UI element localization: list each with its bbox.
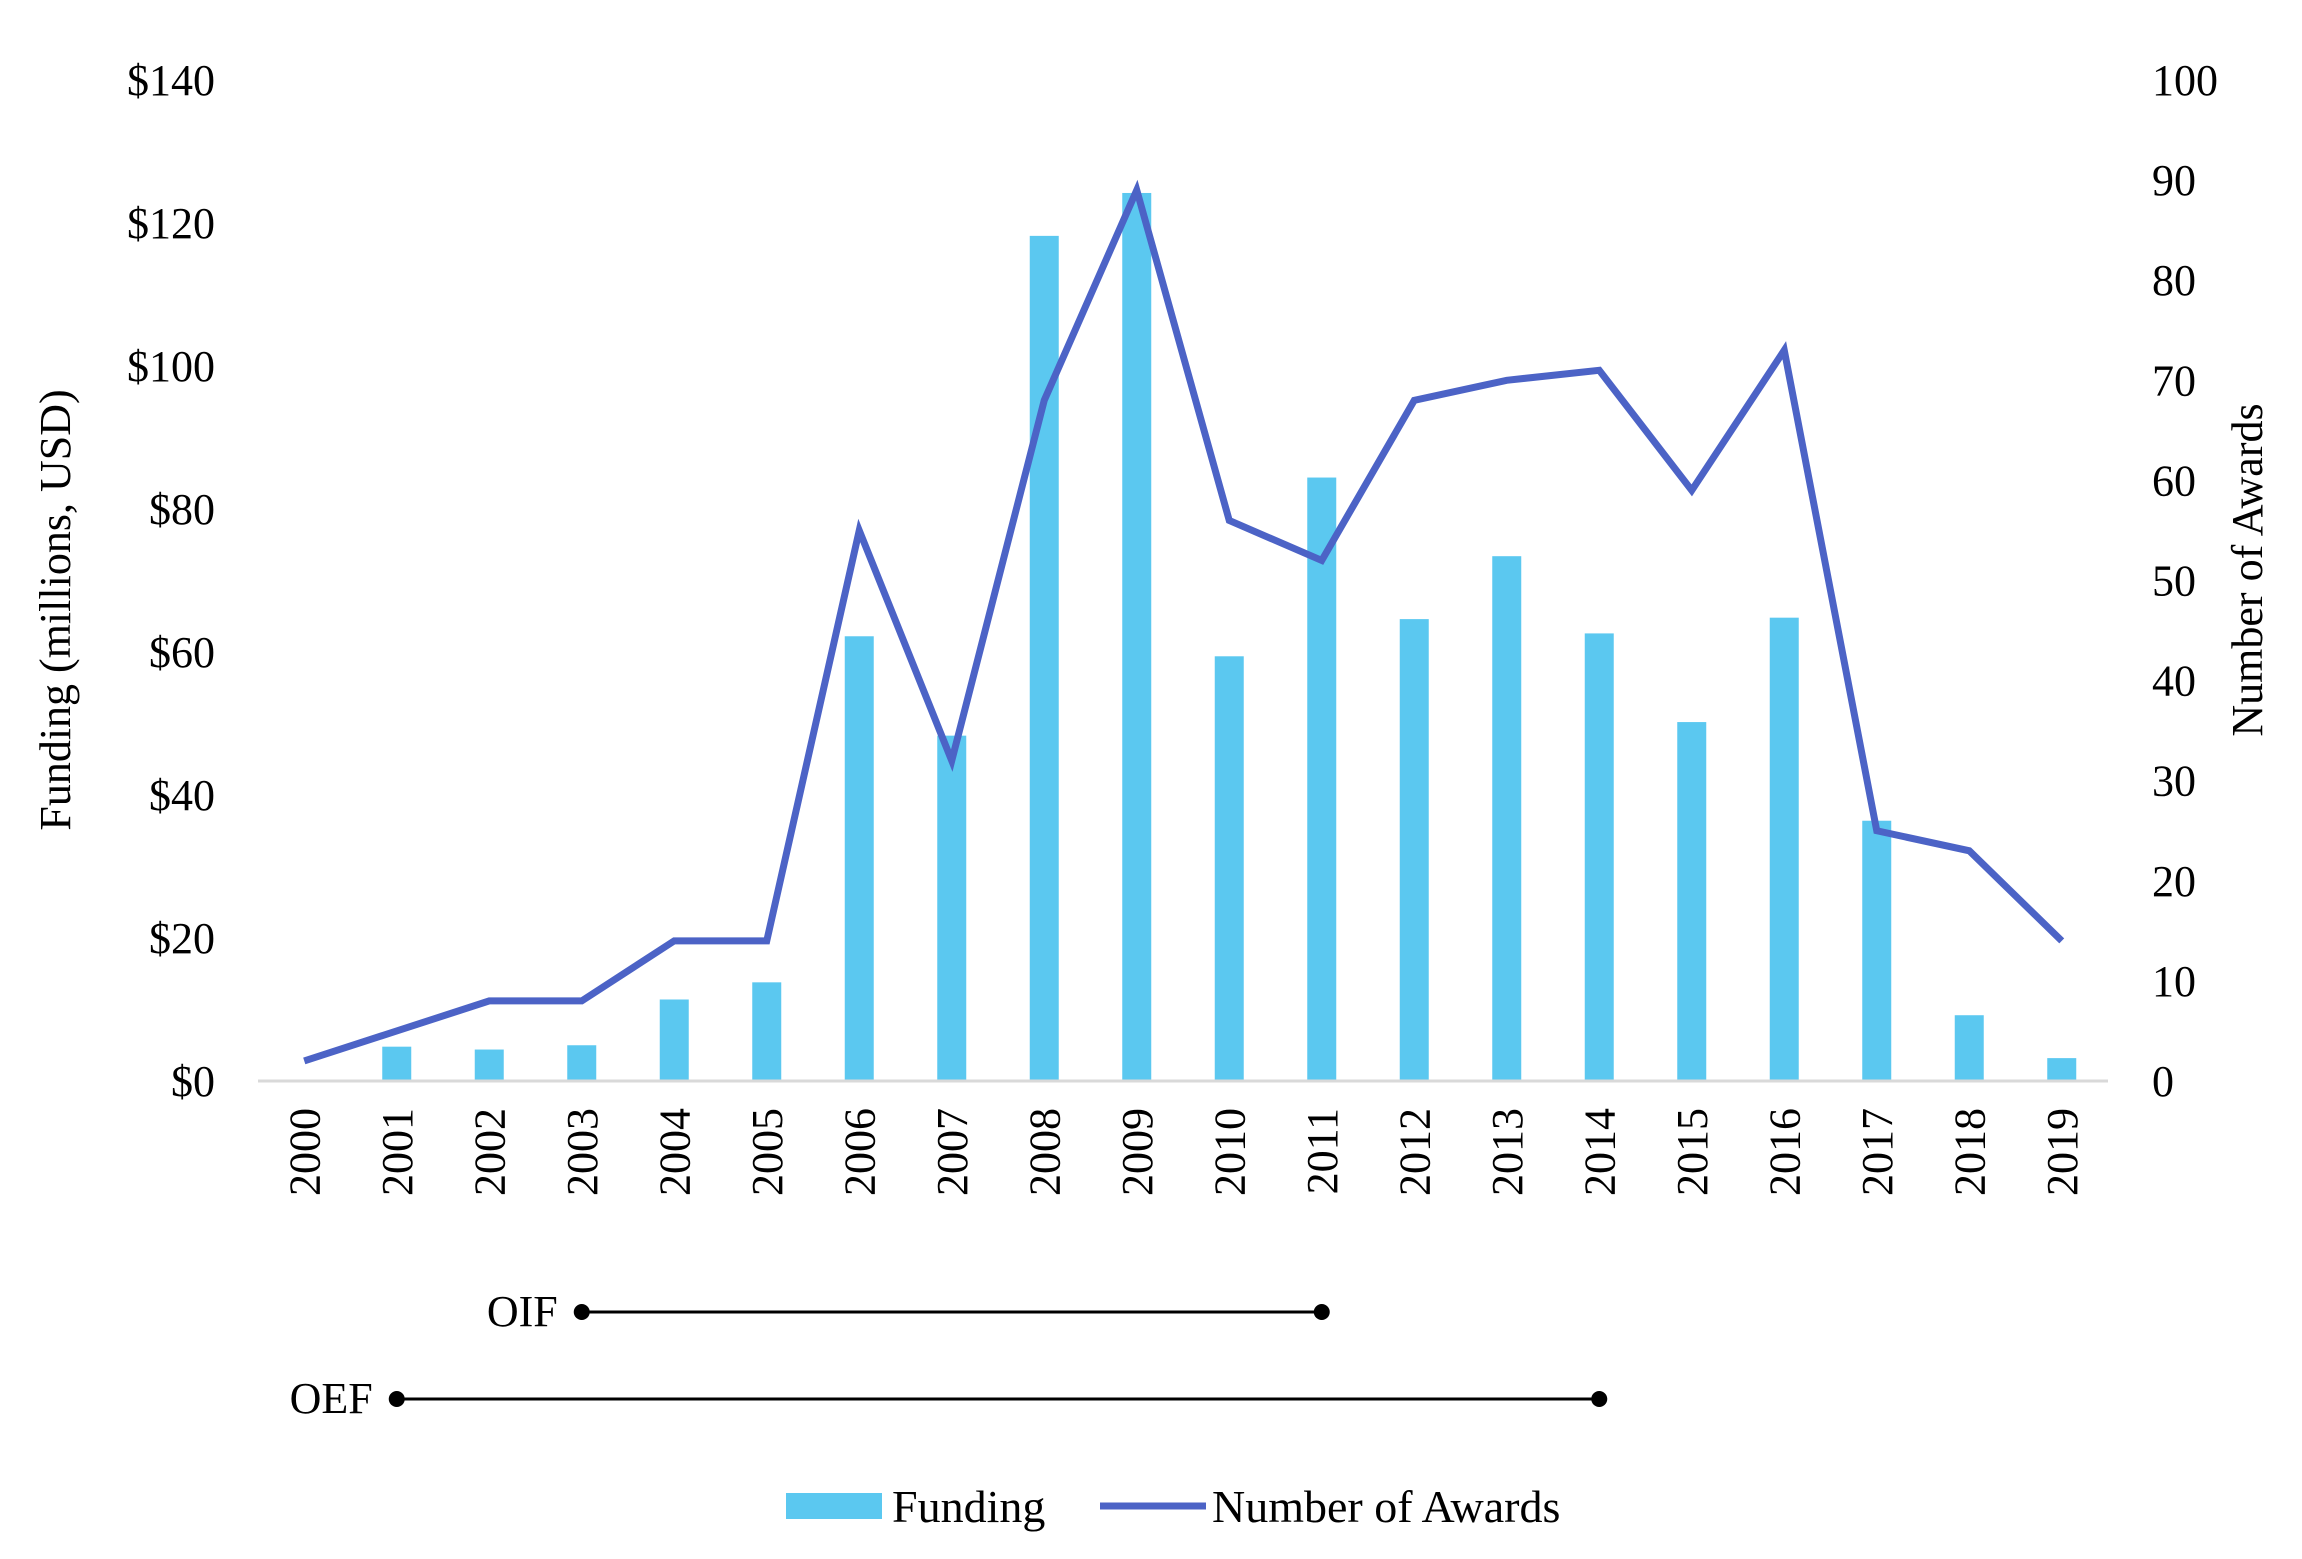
legend-funding-swatch — [786, 1493, 882, 1519]
left-tick-label: $60 — [149, 628, 215, 677]
x-tick-label: 2018 — [1945, 1108, 1994, 1196]
x-tick-label: 2017 — [1853, 1108, 1902, 1196]
awards-line-path — [303, 179, 2065, 1065]
x-axis-tick-labels: 2000 2001 2002 2003 2004 2005 2006 2007 2008 2009… — [280, 1108, 2087, 1196]
period-start-dot — [388, 1391, 405, 1407]
left-tick-label: $140 — [127, 56, 215, 105]
legend-funding-label: Funding — [892, 1481, 1045, 1532]
funding-bar — [1862, 820, 1892, 1081]
right-tick-label: 100 — [2152, 56, 2218, 105]
legend-awards-label: Number of Awards — [1212, 1481, 1560, 1532]
x-tick-label: 2014 — [1575, 1108, 1624, 1196]
x-tick-label: 2009 — [1113, 1108, 1162, 1196]
period-label: OEF — [290, 1374, 373, 1423]
period-end-dot — [1591, 1391, 1608, 1407]
funding-bar — [844, 636, 874, 1081]
left-axis-title: Funding (millions, USD) — [31, 389, 80, 830]
funding-bar — [1214, 656, 1244, 1081]
funding-bar — [1122, 192, 1152, 1082]
right-tick-label: 10 — [2152, 957, 2196, 1006]
left-tick-label: $20 — [149, 914, 215, 963]
funding-bar — [659, 999, 689, 1081]
x-tick-label: 2008 — [1020, 1108, 1069, 1196]
x-tick-label: 2013 — [1483, 1108, 1532, 1196]
period-ranges: OIF OEF — [290, 1287, 1608, 1423]
right-axis-ticks: 0 10 20 30 40 50 60 70 80 90 100 — [2152, 56, 2218, 1106]
right-tick-label: 90 — [2152, 156, 2196, 205]
right-tick-label: 50 — [2152, 557, 2196, 606]
right-tick-label: 80 — [2152, 256, 2196, 305]
left-tick-label: $120 — [127, 199, 215, 248]
x-tick-label: 2002 — [465, 1108, 514, 1196]
right-tick-label: 60 — [2152, 456, 2196, 505]
period-label: OIF — [487, 1287, 558, 1336]
funding-bar — [1029, 235, 1059, 1081]
period-end-dot — [1313, 1304, 1330, 1320]
right-axis-title: Number of Awards — [2223, 403, 2272, 736]
funding-bar — [2047, 1058, 2077, 1081]
left-axis-ticks: $0 $20 $40 $60 $80 $100 $120 $140 — [127, 56, 215, 1106]
funding-bar — [752, 982, 782, 1081]
x-tick-label: 2000 — [280, 1108, 329, 1196]
right-tick-label: 30 — [2152, 757, 2196, 806]
awards-line — [303, 179, 2065, 1065]
funding-bar — [1769, 617, 1799, 1081]
funding-bar — [937, 735, 967, 1081]
right-tick-label: 70 — [2152, 356, 2196, 405]
left-tick-label: $100 — [127, 342, 215, 391]
x-tick-label: 2003 — [558, 1108, 607, 1196]
x-tick-label: 2004 — [650, 1108, 699, 1196]
left-tick-label: $40 — [149, 771, 215, 820]
funding-bar — [1399, 619, 1429, 1081]
right-tick-label: 40 — [2152, 657, 2196, 706]
right-tick-label: 0 — [2152, 1057, 2174, 1106]
x-tick-label: 2015 — [1668, 1108, 1717, 1196]
x-tick-label: 2005 — [743, 1108, 792, 1196]
period-start-dot — [573, 1304, 590, 1320]
funding-bar — [474, 1049, 504, 1081]
funding-bar — [1677, 722, 1707, 1081]
funding-bar — [1492, 556, 1522, 1081]
x-tick-label: 2001 — [373, 1108, 422, 1196]
left-tick-label: $80 — [149, 485, 215, 534]
x-tick-label: 2006 — [835, 1108, 884, 1196]
funding-bar — [382, 1046, 412, 1081]
x-tick-label: 2019 — [2038, 1108, 2087, 1196]
x-tick-label: 2007 — [928, 1108, 977, 1196]
funding-bar — [567, 1045, 597, 1081]
funding-bar — [1954, 1015, 1984, 1081]
x-tick-label: 2011 — [1298, 1108, 1347, 1194]
x-tick-label: 2016 — [1760, 1108, 1809, 1196]
funding-bars — [382, 192, 2077, 1082]
left-tick-label: $0 — [171, 1057, 215, 1106]
funding-bar — [1584, 633, 1614, 1081]
right-tick-label: 20 — [2152, 857, 2196, 906]
funding-bar — [1307, 477, 1337, 1081]
x-tick-label: 2012 — [1390, 1108, 1439, 1196]
x-tick-label: 2010 — [1205, 1108, 1254, 1196]
legend: Funding Number of Awards — [786, 1481, 1560, 1532]
